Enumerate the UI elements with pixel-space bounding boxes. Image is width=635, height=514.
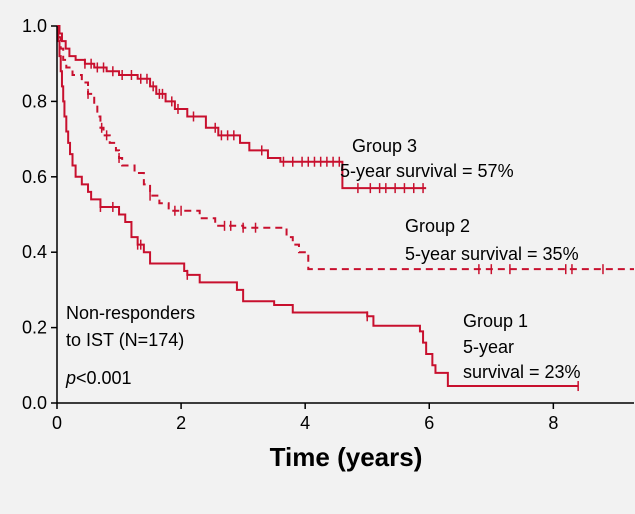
y-tick-label: 0.0	[22, 393, 47, 413]
y-tick-label: 1.0	[22, 16, 47, 36]
group2-label: Group 2	[405, 216, 470, 236]
group-1-survival-curve	[57, 25, 579, 388]
x-tick-label: 4	[300, 413, 310, 433]
group1-survival-label-2: survival = 23%	[463, 362, 581, 382]
p-value-label: p<0.001	[65, 368, 132, 388]
axes	[56, 26, 634, 404]
group2-survival-label: 5-year survival = 35%	[405, 244, 579, 264]
y-tick-label: 0.4	[22, 242, 47, 262]
p-value-rest: <0.001	[76, 368, 132, 388]
y-tick-label: 0.8	[22, 91, 47, 111]
x-tick-label: 2	[176, 413, 186, 433]
x-tick-label: 0	[52, 413, 62, 433]
tick-labels: 0.0 0.2 0.4 0.6 0.8 1.0 0 2 4 6 8	[22, 16, 558, 433]
y-tick-label: 0.2	[22, 318, 47, 338]
group-2-survival-curve	[57, 25, 634, 271]
p-value-italic: p	[65, 368, 76, 388]
x-tick-label: 8	[548, 413, 558, 433]
group3-survival-label: 5-year survival = 57%	[340, 161, 514, 181]
group1-label: Group 1	[463, 311, 528, 331]
plot-area	[57, 25, 634, 392]
group3-label: Group 3	[352, 136, 417, 156]
x-axis-label: Time (years)	[270, 442, 423, 472]
cohort-label-1: Non-responders	[66, 303, 195, 323]
cohort-label-2: to IST (N=174)	[66, 330, 184, 350]
x-tick-label: 6	[424, 413, 434, 433]
group1-survival-label-1: 5-year	[463, 337, 514, 357]
y-tick-label: 0.6	[22, 167, 47, 187]
